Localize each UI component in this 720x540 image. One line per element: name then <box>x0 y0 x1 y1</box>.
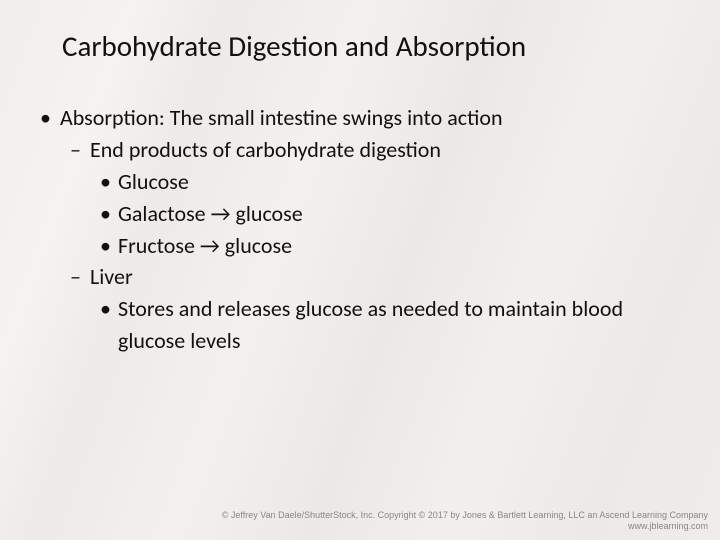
slide-title: Carbohydrate Digestion and Absorption <box>62 28 680 64</box>
slide-body: Absorption: The small intestine swings i… <box>40 102 680 357</box>
slide-container: Carbohydrate Digestion and Absorption Ab… <box>0 0 720 540</box>
bullet-lvl3: Galactose → glucose <box>100 198 680 230</box>
footer-line-1: © Jeffrey Van Daele/ShutterStock, Inc. C… <box>222 510 708 521</box>
bullet-lvl3: Fructose → glucose <box>100 230 680 262</box>
copyright-footer: © Jeffrey Van Daele/ShutterStock, Inc. C… <box>222 510 708 533</box>
footer-line-2: www.jblearning.com <box>222 521 708 532</box>
bullet-lvl2: End products of carbohydrate digestion <box>70 134 680 166</box>
bullet-lvl2: Liver <box>70 261 680 293</box>
bullet-lvl3: Stores and releases glucose as needed to… <box>100 293 680 357</box>
bullet-lvl1: Absorption: The small intestine swings i… <box>40 102 680 134</box>
bullet-lvl3: Glucose <box>100 166 680 198</box>
